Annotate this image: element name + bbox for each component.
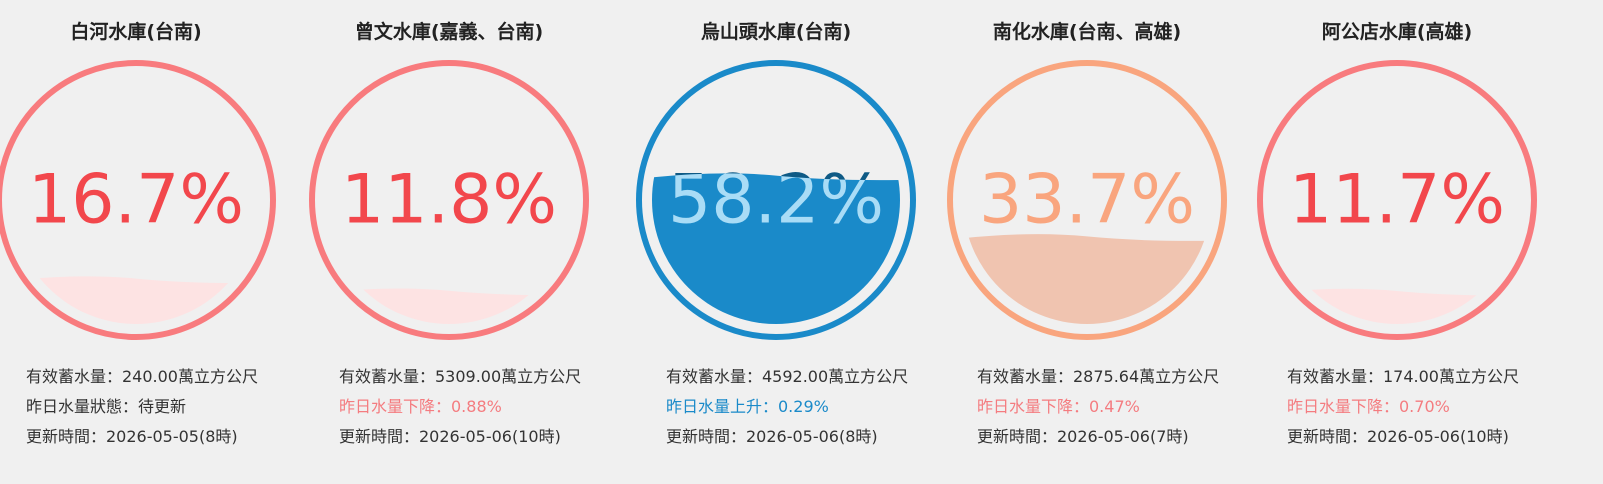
storage: 有效蓄水量：4592.00萬立方公尺 (666, 367, 908, 386)
updated: 更新時間：2026-05-06(10時) (339, 427, 561, 446)
liquid: 58.2% (652, 161, 900, 324)
storage: 有效蓄水量：5309.00萬立方公尺 (339, 367, 581, 386)
liquid-fill (652, 173, 900, 324)
reservoir: 白河水庫(台南)16.7%16.7%有效蓄水量：240.00萬立方公尺昨日水量狀… (0, 20, 276, 446)
percent-label-inner: 33.7% (979, 161, 1195, 240)
reservoir-name: 南化水庫(台南、高雄) (993, 20, 1181, 43)
gauge-ring (309, 60, 589, 340)
status: 昨日水量狀態：待更新 (26, 397, 186, 416)
reservoir-name: 烏山頭水庫(台南) (701, 20, 851, 43)
reservoir-name: 阿公店水庫(高雄) (1322, 20, 1472, 43)
gauge-ring (947, 60, 1227, 340)
percent-label-inner: 58.2% (668, 161, 884, 240)
reservoir: 南化水庫(台南、高雄)33.7%33.7%有效蓄水量：2875.64萬立方公尺昨… (947, 20, 1227, 446)
gauge-ring (636, 60, 916, 340)
percent-label: 11.8% (341, 161, 557, 240)
reservoir: 阿公店水庫(高雄)11.7%11.7%有效蓄水量：174.00萬立方公尺昨日水量… (1257, 20, 1537, 446)
storage: 有效蓄水量：174.00萬立方公尺 (1287, 367, 1519, 386)
percent-label: 33.7% (979, 161, 1195, 240)
updated: 更新時間：2026-05-06(8時) (666, 427, 878, 446)
storage: 有效蓄水量：2875.64萬立方公尺 (977, 367, 1219, 386)
status: 昨日水量上升：0.29% (666, 397, 829, 416)
inner-text: 33.7% (979, 161, 1195, 240)
gauge-ring (1257, 60, 1537, 340)
updated: 更新時間：2026-05-06(7時) (977, 427, 1189, 446)
percent-label: 16.7% (28, 161, 244, 240)
reservoir-name: 白河水庫(台南) (70, 20, 201, 43)
updated: 更新時間：2026-05-06(10時) (1287, 427, 1509, 446)
storage: 有效蓄水量：240.00萬立方公尺 (26, 367, 258, 386)
updated: 更新時間：2026-05-05(8時) (26, 427, 238, 446)
status: 昨日水量下降：0.88% (339, 397, 502, 416)
reservoir-name: 曾文水庫(嘉義、台南) (355, 20, 543, 43)
reservoir: 烏山頭水庫(台南)58.2%58.2%有效蓄水量：4592.00萬立方公尺昨日水… (636, 20, 916, 446)
liquid-fill (963, 234, 1211, 324)
status: 昨日水量下降：0.70% (1287, 397, 1450, 416)
status: 昨日水量下降：0.47% (977, 397, 1140, 416)
inner-text: 58.2% (668, 161, 884, 240)
reservoir: 曾文水庫(嘉義、台南)11.8%11.8%有效蓄水量：5309.00萬立方公尺昨… (309, 20, 589, 446)
gauge-ring (0, 60, 276, 340)
percent-label: 11.7% (1289, 161, 1505, 240)
